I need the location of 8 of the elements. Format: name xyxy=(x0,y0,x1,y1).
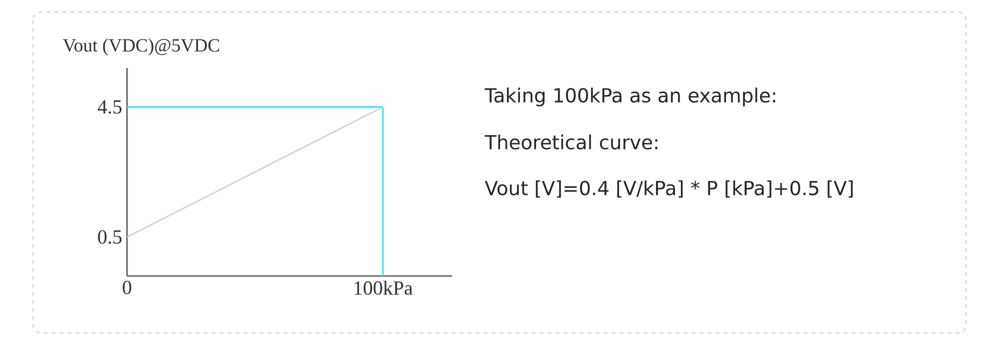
y-axis-title: Vout (VDC)@5VDC xyxy=(62,38,220,56)
x-tick-label: 100kPa xyxy=(354,280,413,295)
text: Theoretical curve: xyxy=(484,134,658,150)
y-tick-label: 4.5 xyxy=(98,100,122,114)
x-tick-label: 0 xyxy=(122,280,132,294)
y-tick-label: 0.5 xyxy=(98,230,122,244)
text: Vout [V]=0.4 [V/kPa] * P [kPa]+0.5 [V] xyxy=(484,180,853,198)
text: Taking 100kPa as an example: xyxy=(484,88,776,106)
